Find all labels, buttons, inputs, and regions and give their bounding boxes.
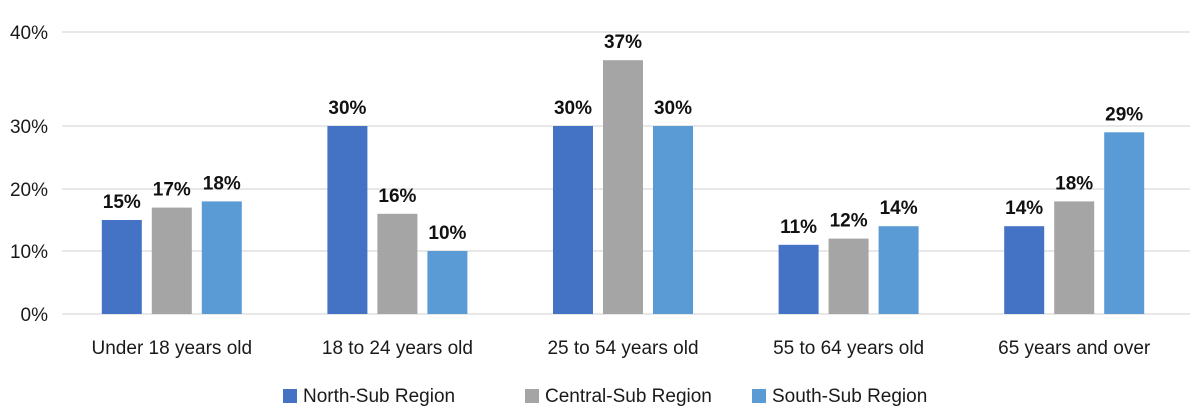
data-label: 18% [203, 173, 241, 194]
bar [327, 126, 368, 314]
data-label: 29% [1105, 104, 1143, 125]
bar [778, 244, 819, 314]
bar [1004, 226, 1045, 314]
legend-swatch [283, 389, 297, 403]
bar [201, 201, 242, 314]
data-label: 30% [554, 98, 592, 119]
bar [828, 238, 869, 314]
legend-swatch [752, 389, 766, 403]
data-label: 15% [103, 192, 141, 213]
y-axis-ticks: 0% 10% 20% 30% 40% [10, 23, 48, 326]
y-tick-label: 0% [21, 305, 49, 326]
legend-label: North-Sub Region [303, 386, 455, 407]
bar [1054, 201, 1095, 314]
data-label: 11% [780, 217, 817, 238]
data-label: 10% [428, 223, 466, 244]
x-category-label: 55 to 64 years old [773, 338, 924, 359]
bar [653, 126, 693, 314]
data-label: 18% [1055, 173, 1093, 194]
data-label: 14% [1005, 198, 1043, 219]
bar [427, 251, 468, 314]
legend-label: Central-Sub Region [545, 386, 712, 407]
data-label: 30% [654, 98, 692, 119]
data-label: 37% [604, 32, 642, 53]
x-category-label: 25 to 54 years old [547, 338, 698, 359]
bar [151, 207, 192, 314]
bar [878, 226, 919, 314]
legend-label: South-Sub Region [772, 386, 927, 407]
data-label: 30% [328, 98, 366, 119]
bar [553, 126, 593, 314]
bar [101, 220, 142, 314]
data-label: 17% [153, 180, 191, 201]
bar [377, 213, 418, 314]
y-tick-label: 40% [10, 23, 48, 44]
data-label: 12% [830, 211, 868, 232]
data-labels: 15% 17% 18% 30% 16% 10% 30% 37% 30% 11% 12% 14% 14% 1… [103, 32, 1144, 244]
x-category-label: Under 18 years old [92, 338, 253, 359]
y-tick-label: 10% [10, 242, 48, 263]
y-tick-label: 30% [10, 117, 48, 138]
bars [101, 60, 1145, 315]
x-category-label: 18 to 24 years old [322, 338, 473, 359]
bar [603, 60, 643, 315]
legend-swatch [525, 389, 539, 403]
x-axis-categories: Under 18 years old 18 to 24 years old 25 t… [92, 338, 1151, 359]
x-category-label: 65 years and over [998, 338, 1151, 359]
legend: North-Sub Region Central-Sub Region South-… [283, 386, 927, 407]
data-label: 14% [880, 198, 918, 219]
y-tick-label: 20% [10, 180, 48, 201]
bar [1104, 132, 1145, 314]
data-label: 16% [378, 186, 416, 207]
